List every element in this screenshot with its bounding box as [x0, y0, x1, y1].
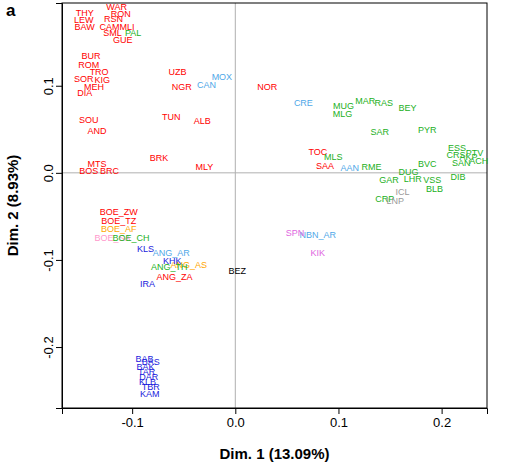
plot-area: -0.1 0.0 0.1 0.2 -0.2 -0.1 0.0 0.1 THYLEWBAWWARR… — [41, 2, 488, 430]
x-tick-mark — [442, 408, 443, 414]
point-label: BRC — [100, 166, 120, 176]
series: PALBOE_CHANG_THMUGMARRASBEYMLGSARPYRESSC… — [113, 28, 489, 271]
y-tick-mark — [56, 260, 62, 261]
series: KLSKHKIRABABBASBAKTARDARKLBTBRKAM — [136, 244, 182, 399]
point-label: MAR — [355, 96, 376, 106]
point-label: SAA — [316, 161, 334, 171]
point-label: PAL — [125, 28, 141, 38]
point-label: BEY — [399, 103, 417, 113]
point-label: BOS — [79, 166, 98, 176]
point-label: BEZ — [229, 266, 247, 276]
series: ICLLNP — [386, 187, 409, 206]
point-label: NBN_AR — [300, 230, 337, 240]
y-axis: -0.2 -0.1 0.0 0.1 — [41, 4, 63, 409]
x-axis-title: Dim. 1 (13.09%) — [219, 445, 329, 462]
x-tick-label: -0.1 — [121, 415, 143, 430]
point-label: DIA — [77, 88, 92, 98]
y-tick: -0.2 — [41, 336, 62, 358]
plot-frame — [62, 3, 487, 408]
zero-line-x — [235, 3, 236, 408]
x-tick-label: 0.2 — [433, 415, 451, 430]
x-tick: 0.2 — [433, 408, 451, 430]
point-label: MLG — [333, 109, 353, 119]
point-label: RAS — [375, 98, 394, 108]
x-axis: -0.1 0.0 0.1 0.2 — [63, 408, 488, 430]
y-tick-label: 0.0 — [41, 164, 56, 182]
point-label: PYR — [418, 125, 437, 135]
point-label: BAW — [75, 22, 96, 32]
point-label: SAR — [370, 127, 389, 137]
point-label: MLS — [324, 152, 343, 162]
y-tick: -0.1 — [41, 249, 62, 271]
point-label: KAM — [140, 389, 160, 399]
series: ANG_ARCANMOXCRENBN_ARAAN — [153, 72, 359, 258]
point-label: CRE — [294, 98, 313, 108]
x-axis-line — [63, 409, 488, 415]
point-label: MOX — [212, 72, 233, 82]
panel-label: a — [6, 1, 16, 20]
point-label: DIB — [451, 172, 466, 182]
y-axis-title: Dim. 2 (8.93%) — [4, 155, 21, 257]
y-tick: 0.1 — [41, 77, 62, 95]
point-label: AAN — [341, 163, 360, 173]
series: BEZ — [229, 266, 247, 276]
y-tick-label: 0.1 — [41, 77, 56, 95]
point-label: BOE_AF — [101, 224, 137, 234]
point-label: ANG_ZA — [156, 272, 192, 282]
y-tick-label: -0.1 — [41, 249, 56, 271]
point-label: KIK — [311, 248, 326, 258]
y-axis-line — [56, 4, 63, 409]
point-label: BVC — [418, 159, 437, 169]
point-label: NOR — [257, 82, 278, 92]
chart: -0.1 0.0 0.1 0.2 -0.2 -0.1 0.0 0.1 THYLEWBAWWARR… — [0, 0, 516, 469]
x-tick-label: 0.0 — [227, 415, 245, 430]
point-label: SOU — [79, 115, 99, 125]
point-label: BRK — [150, 153, 169, 163]
point-label: ALB — [194, 116, 211, 126]
x-tick: -0.1 — [121, 408, 143, 430]
point-label: MLY — [195, 162, 213, 172]
point-label: UZB — [169, 67, 187, 77]
y-tick-mark — [56, 86, 62, 87]
x-tick: 0.0 — [227, 408, 245, 430]
point-label: AND — [88, 126, 108, 136]
point-label: RME — [361, 162, 381, 172]
points: THYLEWBAWWARRONRSNCAMMLISMLGUEBURROMTROS… — [74, 2, 488, 399]
point-label: LHR — [404, 174, 423, 184]
x-tick: 0.1 — [330, 408, 348, 430]
y-tick-mark — [56, 347, 62, 348]
y-tick: 0.0 — [41, 164, 62, 182]
point-label: BOE_CH — [113, 233, 150, 243]
x-tick-mark — [235, 408, 236, 414]
point-label: NGR — [172, 82, 193, 92]
x-tick-mark — [132, 408, 133, 414]
point-label: TUN — [162, 112, 181, 122]
point-label: AKP — [459, 152, 477, 162]
zero-line-y — [62, 172, 487, 173]
point-label: SPN — [286, 228, 305, 238]
point-label: ANG_AR — [153, 248, 191, 258]
point-label: IRA — [140, 279, 155, 289]
series: THYLEWBAWWARRONRSNCAMMLISMLGUEBURROMTROS… — [74, 2, 334, 282]
y-tick-label: -0.2 — [41, 336, 56, 358]
point-label: GAR — [379, 175, 399, 185]
x-tick-label: 0.1 — [330, 415, 348, 430]
series: SPN KIK — [286, 228, 325, 258]
y-tick-mark — [56, 173, 62, 174]
point-label: BLB — [426, 184, 443, 194]
point-label: LNP — [386, 196, 404, 206]
point-label: KLS — [137, 244, 154, 254]
x-tick-mark — [338, 408, 339, 414]
reference-lines — [62, 3, 487, 408]
